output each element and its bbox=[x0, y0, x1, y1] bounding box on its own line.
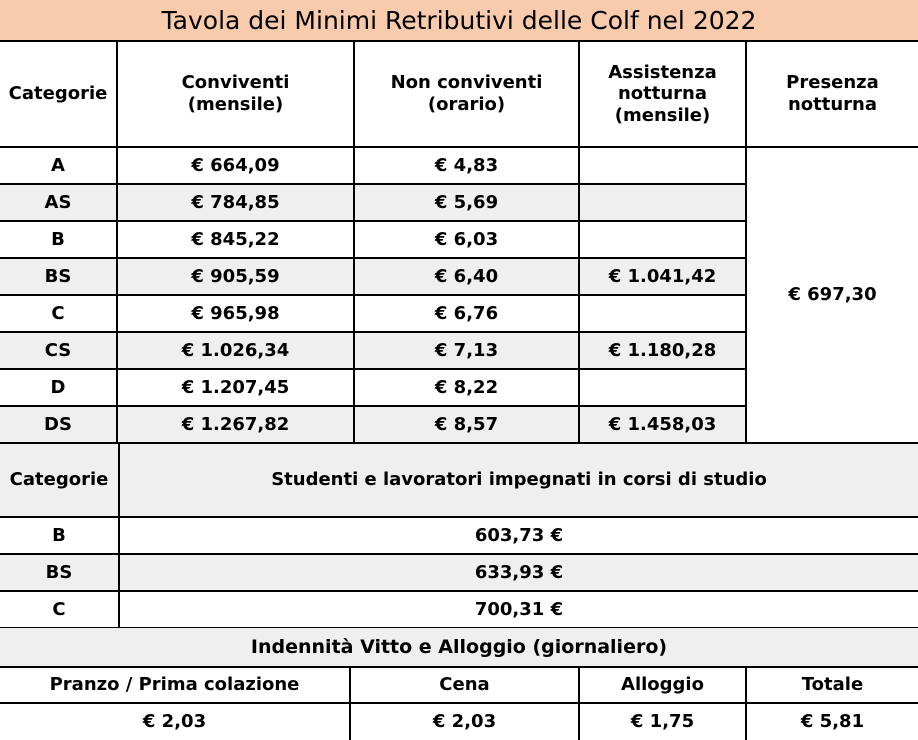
non-conviventi-cell: € 6,76 bbox=[355, 296, 580, 333]
indennita-column-header: Totale bbox=[747, 668, 918, 704]
student-category-cell: C bbox=[0, 592, 120, 629]
category-cell: DS bbox=[0, 407, 118, 444]
student-value-cell: 700,31 € bbox=[120, 592, 918, 629]
category-cell: B bbox=[0, 222, 118, 259]
category-cell: C bbox=[0, 296, 118, 333]
non-conviventi-cell: € 6,40 bbox=[355, 259, 580, 296]
indennita-value-cell: € 5,81 bbox=[800, 711, 865, 733]
conviventi-cell: € 1.267,82 bbox=[118, 407, 355, 444]
presenza-notturna-value: € 697,30 bbox=[747, 148, 918, 444]
indennita-value-cell: € 2,03 bbox=[351, 704, 580, 740]
non-conviventi-cell: € 4,83 bbox=[355, 148, 580, 185]
indennita-heading: Indennità Vitto e Alloggio (giornaliero) bbox=[0, 628, 918, 668]
assistenza-notturna-cell bbox=[580, 185, 747, 222]
student-value-cell: 633,93 € bbox=[120, 555, 918, 592]
students-heading: Studenti e lavoratori impegnati in corsi… bbox=[120, 444, 918, 518]
conviventi-cell: € 845,22 bbox=[118, 222, 355, 259]
assistenza-notturna-cell: € 1.458,03 bbox=[580, 407, 747, 444]
conviventi-cell: € 1.026,34 bbox=[118, 333, 355, 370]
category-cell: D bbox=[0, 370, 118, 407]
header-non-conviventi: Non conviventi (orario) bbox=[355, 42, 580, 148]
category-cell: A bbox=[0, 148, 118, 185]
header-assistenza-notturna: Assistenza notturna (mensile) bbox=[580, 42, 747, 148]
assistenza-notturna-cell bbox=[580, 148, 747, 185]
header-categorie: Categorie bbox=[0, 42, 118, 148]
non-conviventi-cell: € 7,13 bbox=[355, 333, 580, 370]
assistenza-notturna-cell bbox=[580, 296, 747, 333]
indennita-value-cell: € 2,03 bbox=[0, 704, 351, 740]
indennita-value-cell: € 1,75 bbox=[580, 704, 747, 740]
non-conviventi-cell: € 6,03 bbox=[355, 222, 580, 259]
header-presenza-notturna: Presenza notturna bbox=[747, 42, 918, 148]
header-conviventi: Conviventi (mensile) bbox=[118, 42, 355, 148]
assistenza-notturna-cell: € 1.041,42 bbox=[580, 259, 747, 296]
conviventi-cell: € 784,85 bbox=[118, 185, 355, 222]
category-cell: CS bbox=[0, 333, 118, 370]
student-category-cell: BS bbox=[0, 555, 120, 592]
student-category-cell: B bbox=[0, 518, 120, 555]
non-conviventi-cell: € 5,69 bbox=[355, 185, 580, 222]
table-title: Tavola dei Minimi Retributivi delle Colf… bbox=[0, 0, 918, 42]
non-conviventi-cell: € 8,57 bbox=[355, 407, 580, 444]
student-value-cell: 603,73 € bbox=[120, 518, 918, 555]
conviventi-cell: € 905,59 bbox=[118, 259, 355, 296]
conviventi-cell: € 664,09 bbox=[118, 148, 355, 185]
non-conviventi-cell: € 8,22 bbox=[355, 370, 580, 407]
assistenza-notturna-cell: € 1.180,28 bbox=[580, 333, 747, 370]
conviventi-cell: € 1.207,45 bbox=[118, 370, 355, 407]
category-cell: AS bbox=[0, 185, 118, 222]
assistenza-notturna-cell bbox=[580, 370, 747, 407]
conviventi-cell: € 965,98 bbox=[118, 296, 355, 333]
indennita-column-header: Pranzo / Prima colazione bbox=[0, 668, 351, 704]
assistenza-notturna-cell bbox=[580, 222, 747, 259]
students-categorie-header: Categorie bbox=[0, 444, 120, 518]
indennita-column-header: Cena bbox=[351, 668, 580, 704]
indennita-column-header: Alloggio bbox=[580, 668, 747, 704]
category-cell: BS bbox=[0, 259, 118, 296]
